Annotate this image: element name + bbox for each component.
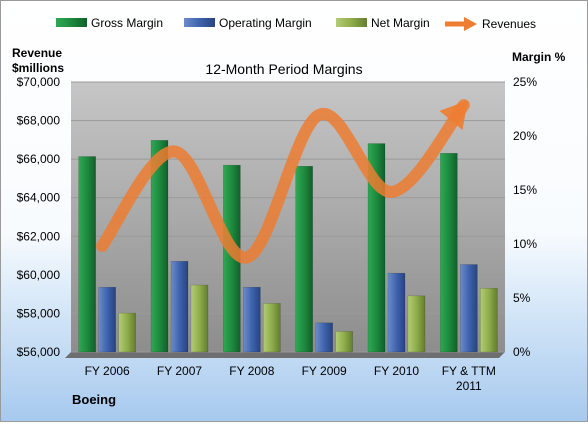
category-label: FY 2009 (302, 364, 347, 378)
bar-operating-margin (460, 264, 478, 353)
bar-net-margin (118, 312, 136, 353)
left-tick-label: $60,000 (17, 268, 61, 282)
bar-gross-margin (78, 156, 96, 353)
right-tick-label: 20% (513, 129, 537, 143)
left-tick-label: $58,000 (17, 306, 61, 320)
right-tick-label: 15% (513, 183, 537, 197)
right-tick-label: 0% (513, 345, 531, 359)
category-label: FY 2007 (157, 364, 202, 378)
legend-swatch-gross-margin (56, 18, 87, 27)
bar-net-margin (190, 284, 209, 353)
legend-label-gross-margin: Gross Margin (91, 16, 163, 30)
revenue-series-line (96, 99, 470, 264)
bar-net-margin (480, 288, 498, 353)
category-label: FY & TTM (442, 364, 496, 378)
legend: Gross Margin Operating Margin Net Margin… (56, 16, 536, 31)
legend-swatch-net-margin (336, 18, 367, 27)
bar-operating-margin (387, 272, 406, 353)
category-label: FY 2006 (85, 364, 130, 378)
bar-gross-margin (295, 165, 313, 353)
left-tick-label: $68,000 (17, 114, 61, 128)
left-tick-label: $66,000 (17, 152, 61, 166)
category-label: FY 2010 (374, 364, 419, 378)
left-axis-label-line1: Revenue (12, 46, 62, 60)
bar-net-margin (335, 331, 353, 353)
right-tick-label: 25% (513, 75, 537, 89)
bar-operating-margin (243, 286, 261, 353)
legend-label-operating-margin: Operating Margin (219, 16, 312, 30)
chart-title: 12-Month Period Margins (205, 61, 362, 77)
category-labels: FY 2006 FY 2007 FY 2008 FY 2009 FY 2010 FY & … (85, 364, 496, 393)
legend-label-revenues: Revenues (482, 17, 536, 31)
category-label: FY 2008 (229, 364, 274, 378)
revenue-arrowhead (439, 100, 468, 131)
left-tick-label: $64,000 (17, 191, 61, 205)
category-label: 2011 (456, 379, 482, 393)
plot-floor (65, 352, 505, 358)
legend-label-net-margin: Net Margin (371, 16, 430, 30)
bar-operating-margin (315, 322, 333, 353)
bar-net-margin (407, 295, 426, 353)
revenue-line (96, 99, 470, 264)
left-axis-label-line2: $millions (12, 61, 64, 75)
bar-operating-margin (98, 286, 116, 353)
bar-net-margin (263, 303, 281, 353)
left-tick-label: $62,000 (17, 229, 61, 243)
legend-swatch-revenues (445, 17, 477, 31)
left-tick-label: $70,000 (17, 75, 61, 89)
company-label: Boeing (72, 392, 116, 407)
right-axis-label: Margin % (512, 50, 566, 64)
bar-operating-margin (170, 261, 189, 353)
left-axis-ticks: $56,000 $58,000 $60,000 $62,000 $64,000 $66,0… (17, 75, 61, 359)
legend-swatch-operating-margin (184, 18, 215, 27)
bar-gross-margin (150, 140, 169, 353)
bar-gross-margin (367, 143, 386, 353)
right-axis-ticks: 0% 5% 10% 15% 20% 25% (513, 75, 537, 359)
right-tick-label: 10% (513, 237, 537, 251)
left-tick-label: $56,000 (17, 345, 61, 359)
plot-area (71, 82, 505, 352)
bar-gross-margin (440, 153, 458, 353)
right-tick-label: 5% (513, 291, 531, 305)
bars (78, 140, 498, 353)
